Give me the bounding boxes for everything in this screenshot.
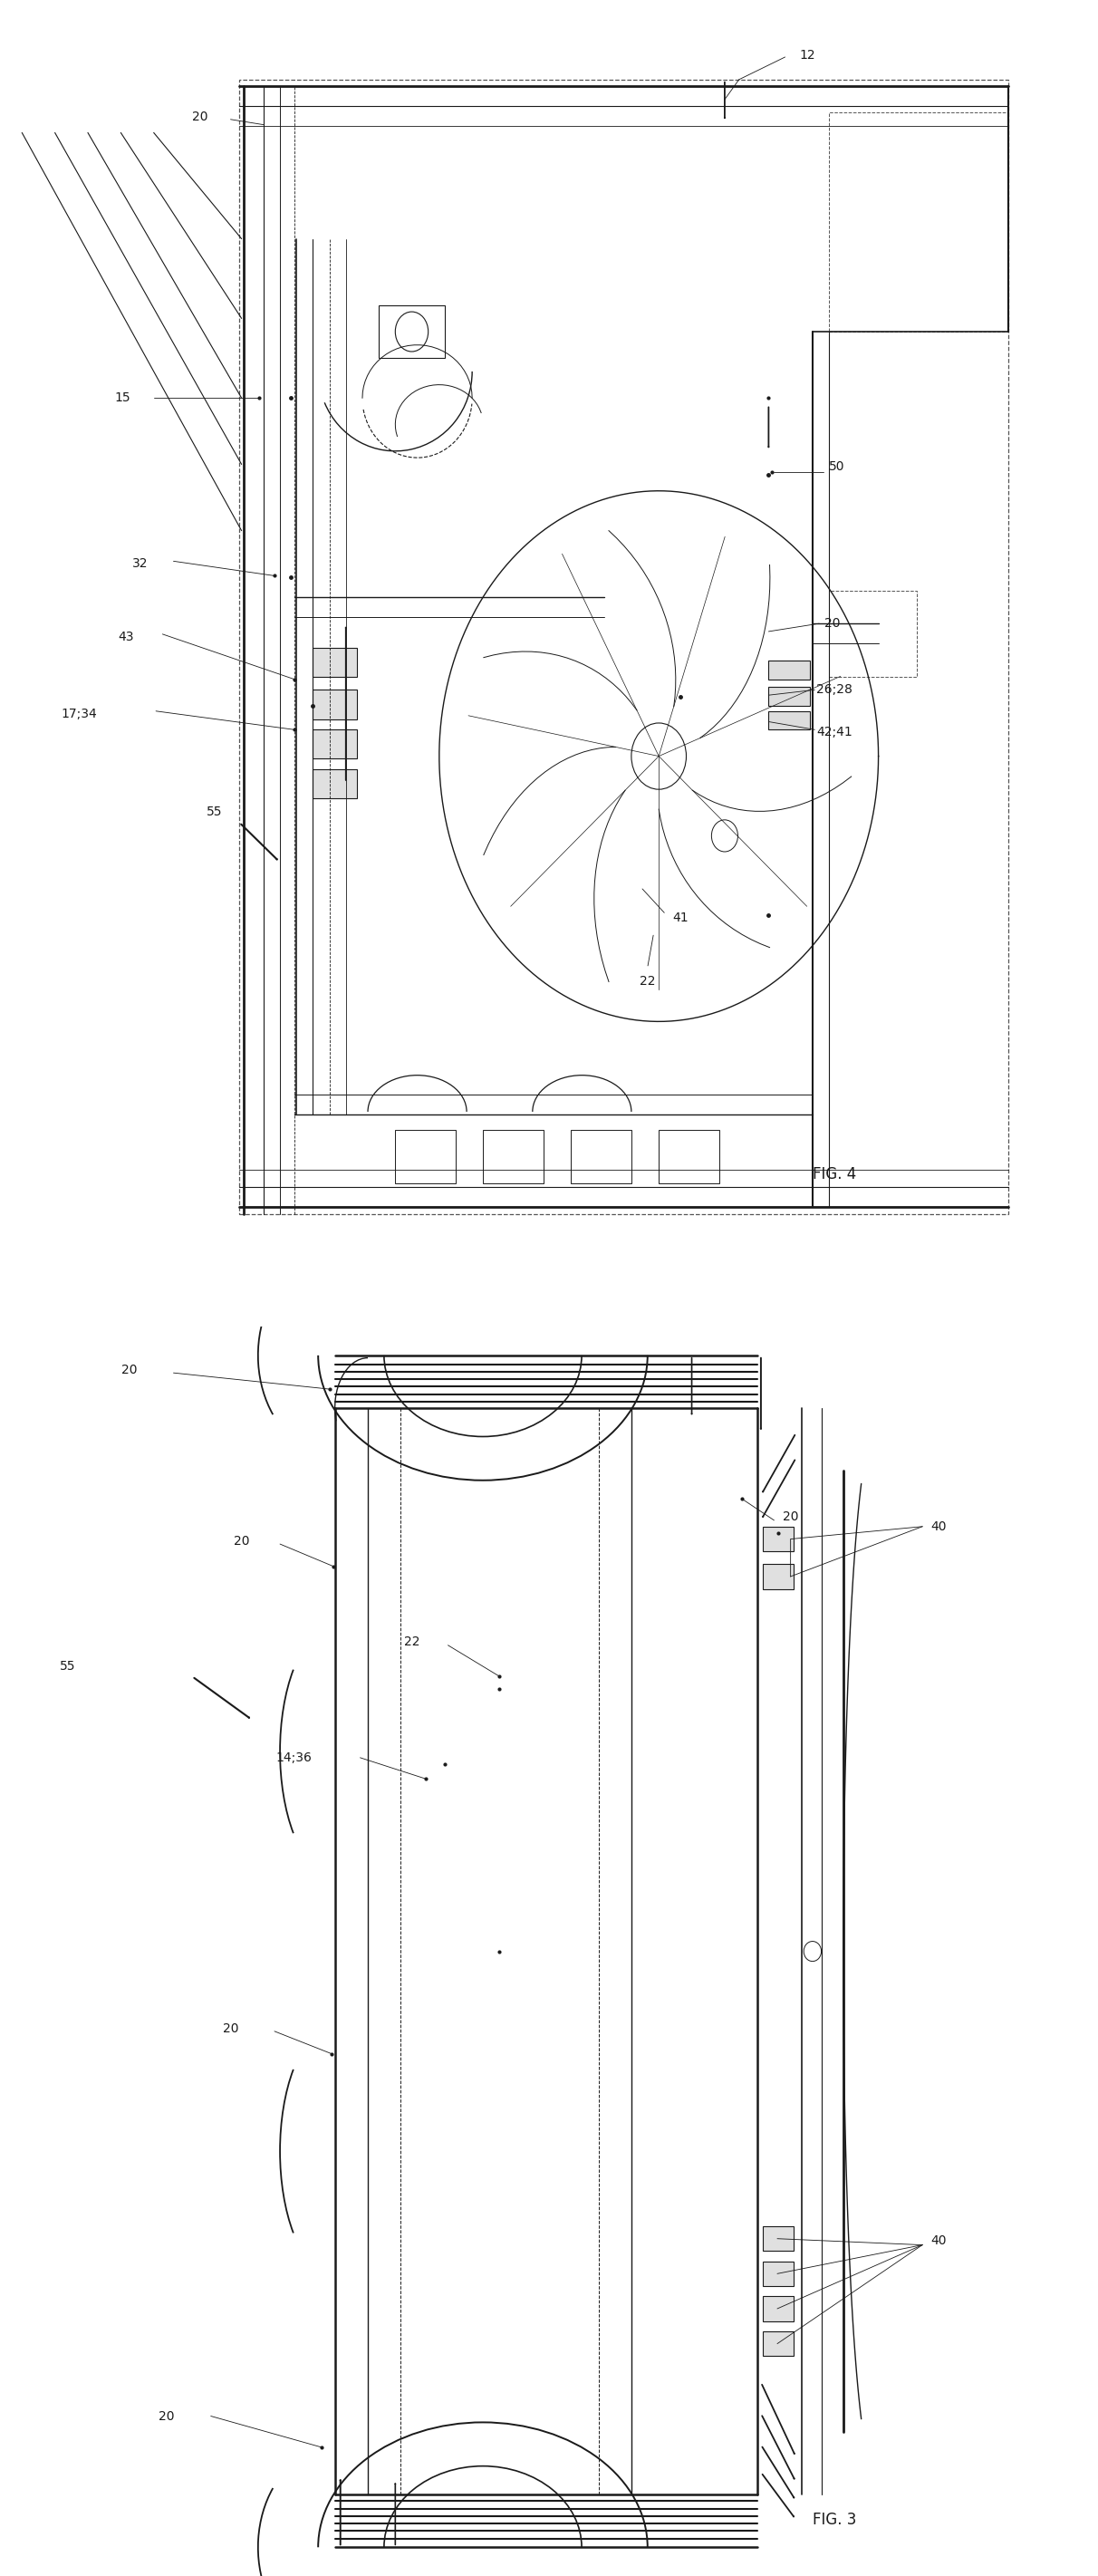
Text: 40: 40 (931, 2236, 946, 2246)
Bar (769, 711, 810, 729)
Bar (829, 590, 917, 677)
Text: 14;36: 14;36 (277, 1752, 312, 1765)
Bar (763, 1528, 794, 1551)
Text: 20: 20 (192, 111, 208, 124)
Text: FIG. 4: FIG. 4 (813, 1167, 856, 1182)
Text: 15: 15 (115, 392, 131, 404)
Bar (313, 729, 357, 760)
Text: 42;41: 42;41 (817, 726, 852, 739)
Text: 55: 55 (206, 806, 222, 819)
Text: 22: 22 (640, 976, 656, 989)
Text: 17;34: 17;34 (61, 708, 97, 721)
Text: 20: 20 (122, 1365, 137, 1376)
Bar (763, 1564, 794, 1589)
Text: 12: 12 (799, 49, 815, 62)
Bar (829, 113, 1008, 332)
Text: 26;28: 26;28 (817, 683, 852, 696)
Text: 20: 20 (783, 1510, 798, 1522)
Bar (313, 690, 357, 719)
Bar (769, 659, 810, 680)
Bar (483, 1131, 544, 1182)
Text: 32: 32 (133, 556, 148, 569)
Text: 40: 40 (931, 1520, 946, 1533)
Text: 22: 22 (404, 1636, 419, 1649)
Text: 41: 41 (673, 912, 688, 925)
Text: FIG. 3: FIG. 3 (813, 2512, 856, 2527)
Bar (239, 80, 1008, 1213)
Text: 20: 20 (159, 2409, 175, 2421)
Bar (763, 2262, 794, 2285)
Bar (763, 2331, 794, 2357)
Bar (769, 688, 810, 706)
Text: 20: 20 (223, 2022, 238, 2035)
Bar (313, 647, 357, 677)
Text: 55: 55 (60, 1659, 76, 1672)
Bar (571, 1131, 631, 1182)
Bar (313, 770, 357, 799)
Text: 20: 20 (825, 618, 840, 631)
Bar (659, 1131, 719, 1182)
Text: 20: 20 (234, 1535, 249, 1548)
Bar (395, 1131, 456, 1182)
Text: 50: 50 (829, 461, 844, 474)
Bar (763, 2295, 794, 2321)
Bar (763, 2226, 794, 2251)
Text: 43: 43 (119, 631, 134, 644)
Bar (379, 304, 445, 358)
